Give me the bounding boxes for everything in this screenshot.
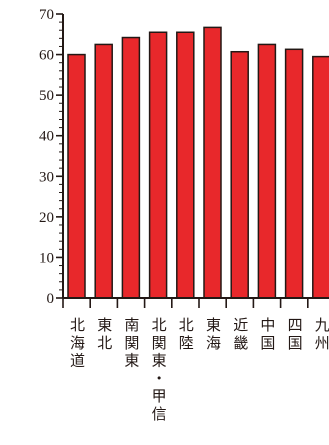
bar-3 xyxy=(121,36,141,299)
y-tick-label: 60 xyxy=(39,48,54,64)
bar-7 xyxy=(230,50,249,299)
x-category-label: 北陸 xyxy=(179,316,194,352)
bars-group xyxy=(67,26,329,299)
x-category-label: 九州 xyxy=(315,316,329,352)
x-category-label: 北海道 xyxy=(70,316,85,370)
x-category-label: 北関東・甲信 xyxy=(152,316,167,423)
x-category-label: 東北 xyxy=(97,316,112,352)
bar-9 xyxy=(284,48,304,299)
bar-5 xyxy=(176,31,195,299)
bar-1 xyxy=(67,53,86,299)
bar-6 xyxy=(203,26,222,299)
x-category-label: 近畿 xyxy=(233,316,248,352)
y-tick-label: 10 xyxy=(39,250,54,266)
x-category-label: 四国 xyxy=(288,316,303,352)
y-tick-label: 0 xyxy=(47,291,55,307)
bar-10 xyxy=(312,55,329,299)
x-category-label: 中国 xyxy=(260,316,275,352)
y-tick-label: 40 xyxy=(39,129,54,145)
x-category-label: 東海 xyxy=(206,316,221,352)
y-tick-labels: 0 10 20 30 40 50 60 70 xyxy=(39,7,54,307)
x-category-label: 南関東 xyxy=(124,316,139,370)
axes-group xyxy=(56,13,329,308)
y-tick-label: 70 xyxy=(39,7,54,23)
y-tick-label: 30 xyxy=(39,169,54,185)
y-tick-label: 20 xyxy=(39,210,54,226)
bar-2 xyxy=(94,43,113,299)
y-tick-label: 50 xyxy=(39,88,54,104)
bar-8 xyxy=(257,43,277,299)
bar-4 xyxy=(148,31,168,299)
